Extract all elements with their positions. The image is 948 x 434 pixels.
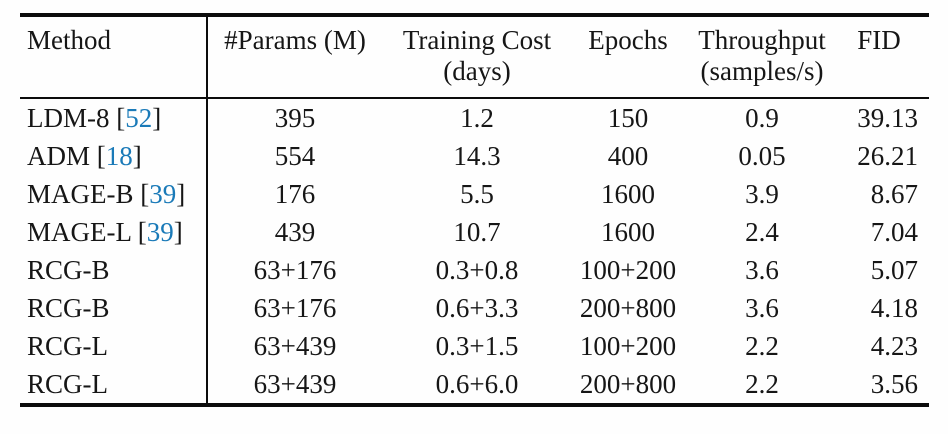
column-header-label: FID [857,25,901,55]
training-cost-cell: 10.7 [453,217,501,247]
column-header-label: Method [27,25,111,55]
table-row: LDM-8 [52] 395 1.2 150 0.9 39.13 [20,98,929,137]
params-cell: 63+176 [253,293,337,323]
method-label: RCG-B [27,293,110,323]
column-header-label: Throughput [698,25,826,55]
table-row: MAGE-L [39] 439 10.7 1600 2.4 7.04 [20,213,929,251]
method-label: MAGE-L [ [27,217,147,247]
epochs-cell: 400 [607,141,649,171]
fid-cell: 7.04 [870,217,918,247]
method-label: RCG-B [27,255,110,285]
fid-cell: 4.23 [870,331,918,361]
training-cost-cell: 0.3+0.8 [435,255,519,285]
epochs-cell: 1600 [601,179,655,209]
throughput-cell: 2.2 [745,331,779,361]
training-cost-cell: 0.3+1.5 [435,331,519,361]
table-row: ADM [18] 554 14.3 400 0.05 26.21 [20,137,929,175]
throughput-cell: 3.6 [745,255,779,285]
column-header-sub: (days) [443,56,511,86]
column-header-sub [27,56,206,87]
citation-ref[interactable]: 39 [149,179,177,209]
column-header-sub: (samples/s) [700,56,824,86]
results-table-wrapper: Method #Params (M) Training Cost (days) … [20,13,929,407]
params-cell: 554 [274,141,316,171]
training-cost-cell: 5.5 [460,179,494,209]
throughput-cell: 2.2 [745,369,779,399]
column-header-sub [572,56,684,87]
params-cell: 63+439 [253,369,337,399]
citation-bracket: ] [132,141,142,171]
method-label: LDM-8 [ [27,103,126,133]
citation-ref[interactable]: 39 [146,217,174,247]
epochs-cell: 200+800 [579,293,677,323]
header-row: Method #Params (M) Training Cost (days) … [20,15,929,99]
method-label: MAGE-B [ [27,179,150,209]
column-header-training-cost: Training Cost (days) [382,15,572,99]
epochs-cell: 150 [607,103,649,133]
epochs-cell: 100+200 [579,331,677,361]
method-cell: ADM [18] [20,137,208,175]
table-row: RCG-B 63+176 0.3+0.8 100+200 3.6 5.07 [20,251,929,289]
throughput-cell: 3.6 [745,293,779,323]
method-label: RCG-L [27,369,108,399]
fid-cell: 5.07 [870,255,918,285]
training-cost-cell: 1.2 [460,103,494,133]
epochs-cell: 200+800 [579,369,677,399]
method-label: RCG-L [27,331,108,361]
method-cell: MAGE-L [39] [20,213,208,251]
fid-cell: 4.18 [870,293,918,323]
table-row: RCG-L 63+439 0.3+1.5 100+200 2.2 4.23 [20,327,929,365]
params-cell: 395 [274,103,316,133]
column-header-sub [840,56,918,87]
table-row: RCG-B 63+176 0.6+3.3 200+800 3.6 4.18 [20,289,929,327]
column-header-label: Training Cost [402,25,552,55]
column-header-throughput: Throughput (samples/s) [684,15,840,99]
throughput-cell: 0.05 [738,141,786,171]
table-row: RCG-L 63+439 0.6+6.0 200+800 2.2 3.56 [20,365,929,405]
citation-ref[interactable]: 18 [105,141,133,171]
column-header-label: Epochs [588,25,668,55]
epochs-cell: 100+200 [579,255,677,285]
training-cost-cell: 14.3 [453,141,501,171]
fid-cell: 3.56 [870,369,918,399]
params-cell: 63+176 [253,255,337,285]
citation-bracket: ] [152,103,162,133]
citation-bracket: ] [173,217,183,247]
column-header-sub [208,56,382,87]
throughput-cell: 0.9 [745,103,779,133]
fid-cell: 39.13 [857,103,918,133]
training-cost-cell: 0.6+6.0 [435,369,519,399]
column-header-method: Method [20,15,208,99]
method-cell: RCG-L [20,327,208,365]
method-cell: MAGE-B [39] [20,175,208,213]
citation-bracket: ] [176,179,186,209]
method-cell: RCG-L [20,365,208,405]
column-header-params: #Params (M) [207,15,382,99]
training-cost-cell: 0.6+3.3 [435,293,519,323]
epochs-cell: 1600 [601,217,655,247]
fid-cell: 26.21 [857,141,918,171]
table-body: LDM-8 [52] 395 1.2 150 0.9 39.13 ADM [18] 554 14… [20,98,929,405]
column-header-label: #Params (M) [224,25,366,55]
params-cell: 63+439 [253,331,337,361]
fid-cell: 8.67 [870,179,918,209]
throughput-cell: 2.4 [745,217,779,247]
params-cell: 439 [274,217,316,247]
column-header-fid: FID [840,15,929,99]
method-cell: RCG-B [20,251,208,289]
method-cell: LDM-8 [52] [20,98,208,137]
column-header-epochs: Epochs [572,15,684,99]
citation-ref[interactable]: 52 [125,103,153,133]
params-cell: 176 [274,179,316,209]
throughput-cell: 3.9 [745,179,779,209]
method-cell: RCG-B [20,289,208,327]
table-row: MAGE-B [39] 176 5.5 1600 3.9 8.67 [20,175,929,213]
table-header: Method #Params (M) Training Cost (days) … [20,15,929,99]
method-label: ADM [ [27,141,106,171]
results-table: Method #Params (M) Training Cost (days) … [20,13,929,407]
